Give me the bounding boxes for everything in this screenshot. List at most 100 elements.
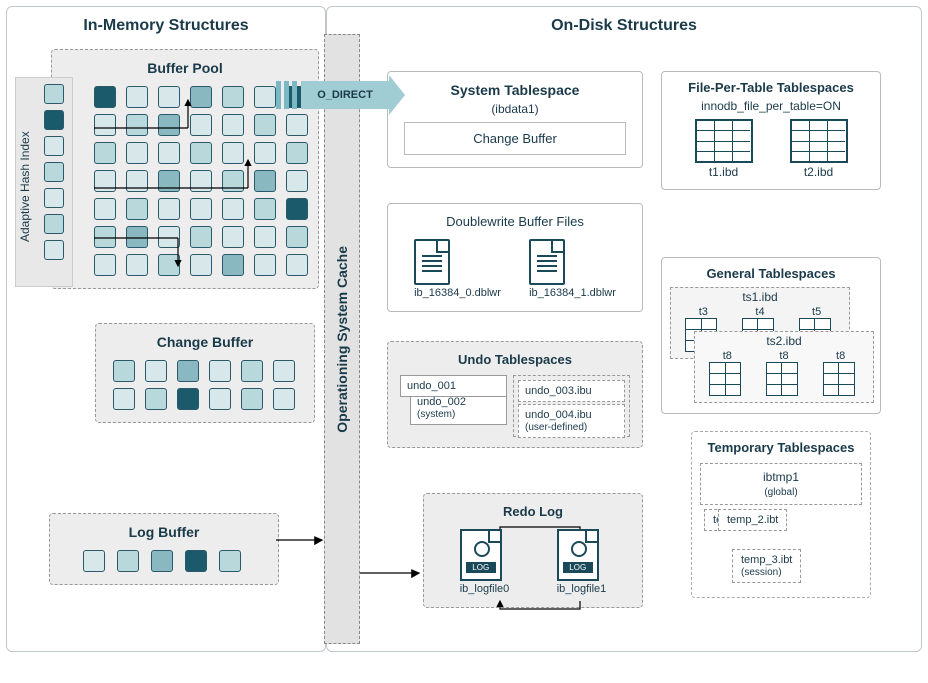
- page-cell: [185, 550, 207, 572]
- page-cell: [94, 86, 116, 108]
- page-cell: [222, 170, 244, 192]
- page-cell: [286, 170, 308, 192]
- page-cell: [158, 254, 180, 276]
- page-cell: [254, 198, 276, 220]
- dblwr-f1: ib_16384_0.dblwr: [414, 287, 501, 299]
- page-cell: [254, 142, 276, 164]
- os-cache-label: Operationing System Cache: [334, 246, 350, 433]
- fpt-f1: t1.ibd: [695, 165, 753, 179]
- redo-f2: ib_logfile1: [557, 583, 607, 595]
- undo-title: Undo Tablespaces: [394, 348, 636, 371]
- page-cell: [83, 550, 105, 572]
- temp-3: temp_3.ibt(session): [732, 549, 801, 583]
- page-cell: [44, 188, 64, 208]
- in-memory-title: In-Memory Structures: [13, 13, 319, 43]
- page-cell: [273, 388, 295, 410]
- page-cell: [209, 360, 231, 382]
- page-cell: [286, 114, 308, 136]
- page-cell: [177, 360, 199, 382]
- db-file-icon: [695, 119, 753, 163]
- temp-title: Temporary Tablespaces: [696, 436, 866, 459]
- dblwr-title: Doublewrite Buffer Files: [394, 210, 636, 233]
- page-cell: [273, 360, 295, 382]
- page-cell: [126, 254, 148, 276]
- undo-003: undo_003.ibu: [518, 380, 625, 402]
- o-direct-label: O_DIRECT: [301, 81, 389, 109]
- redo-f1: ib_logfile0: [460, 583, 510, 595]
- page-cell: [126, 86, 148, 108]
- page-cell: [190, 114, 212, 136]
- change-buffer-mem: Change Buffer: [95, 323, 315, 423]
- page-cell: [241, 360, 263, 382]
- page-cell: [190, 86, 212, 108]
- page-cell: [254, 254, 276, 276]
- temp-tablespaces: Temporary Tablespaces ibtmp1(global) tem…: [691, 431, 871, 598]
- page-cell: [158, 226, 180, 248]
- page-cell: [44, 214, 64, 234]
- log-file-icon: LOG: [557, 529, 599, 581]
- page-cell: [190, 170, 212, 192]
- redo-log: Redo Log LOG ib_logfile0 LOG ib_logfile1: [423, 493, 643, 608]
- page-cell: [190, 198, 212, 220]
- fpt-subtitle: innodb_file_per_table=ON: [666, 99, 876, 113]
- page-cell: [117, 550, 139, 572]
- sys-ts-subtitle: (ibdata1): [394, 102, 636, 116]
- undo-001: undo_001: [400, 375, 507, 397]
- page-cell: [94, 114, 116, 136]
- page-cell: [254, 86, 276, 108]
- adaptive-hash-index: Adaptive Hash Index: [15, 77, 73, 287]
- page-cell: [209, 388, 231, 410]
- temp-global: ibtmp1(global): [700, 463, 862, 505]
- page-cell: [126, 142, 148, 164]
- table-label: t8: [823, 350, 859, 362]
- page-cell: [151, 550, 173, 572]
- page-cell: [158, 170, 180, 192]
- sys-ts-title: System Tablespace: [394, 78, 636, 102]
- page-cell: [222, 198, 244, 220]
- page-cell: [94, 142, 116, 164]
- page-cell: [44, 84, 64, 104]
- page-cell: [113, 360, 135, 382]
- page-cell: [113, 388, 135, 410]
- page-cell: [190, 142, 212, 164]
- page-cell: [222, 142, 244, 164]
- page-cell: [44, 162, 64, 182]
- page-cell: [286, 254, 308, 276]
- page-cell: [94, 254, 116, 276]
- table-label: t5: [799, 306, 835, 318]
- ts2-label: ts2.ibd: [699, 334, 869, 348]
- db-mini-icon: [709, 362, 741, 396]
- page-cell: [145, 360, 167, 382]
- page-cell: [190, 254, 212, 276]
- page-cell: [286, 198, 308, 220]
- page-cell: [254, 114, 276, 136]
- change-buffer-title: Change Buffer: [102, 330, 308, 354]
- ts1-label: ts1.ibd: [675, 290, 845, 304]
- page-cell: [222, 254, 244, 276]
- db-file-icon: [790, 119, 848, 163]
- page-cell: [44, 240, 64, 260]
- page-cell: [219, 550, 241, 572]
- doublewrite-buffer: Doublewrite Buffer Files ib_16384_0.dblw…: [387, 203, 643, 312]
- system-tablespace: System Tablespace (ibdata1) Change Buffe…: [387, 71, 643, 168]
- page-cell: [126, 114, 148, 136]
- os-cache: Operationing System Cache: [324, 34, 360, 644]
- page-cell: [158, 114, 180, 136]
- page-cell: [145, 388, 167, 410]
- page-cell: [190, 226, 212, 248]
- page-cell: [222, 86, 244, 108]
- page-cell: [177, 388, 199, 410]
- page-cell: [44, 110, 64, 130]
- log-buffer: Log Buffer: [49, 513, 279, 585]
- general-tablespaces: General Tablespaces ts1.ibd t3 t4 t5 ts2…: [661, 257, 881, 414]
- o-direct-arrow: O_DIRECT: [276, 78, 416, 112]
- page-cell: [158, 198, 180, 220]
- log-buffer-title: Log Buffer: [56, 520, 272, 544]
- file-per-table: File-Per-Table Tablespaces innodb_file_p…: [661, 71, 881, 190]
- page-cell: [222, 226, 244, 248]
- table-label: t3: [685, 306, 721, 318]
- page-cell: [158, 86, 180, 108]
- page-cell: [241, 388, 263, 410]
- ahi-label: Adaptive Hash Index: [18, 122, 32, 242]
- temp-2: temp_2.ibt: [718, 509, 787, 531]
